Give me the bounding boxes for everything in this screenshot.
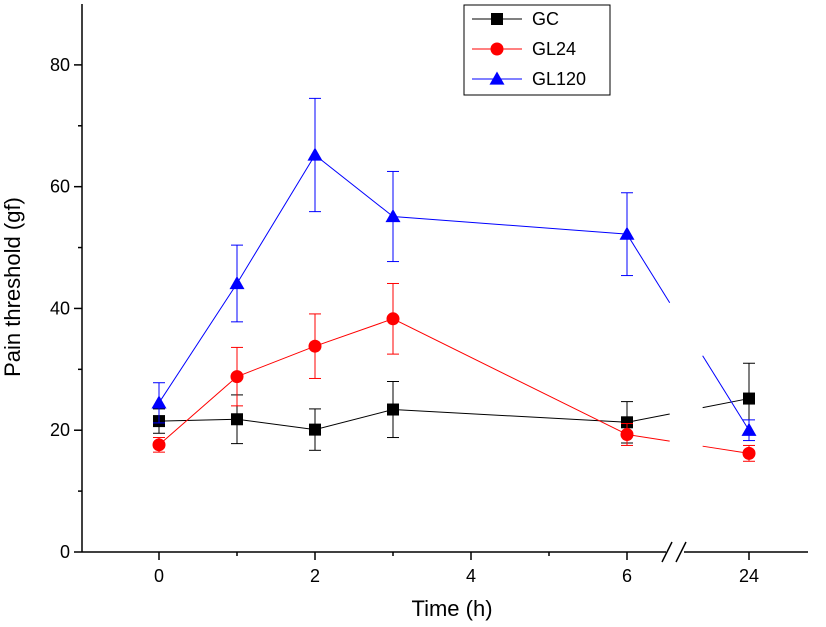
x-tick-label: 24	[739, 566, 759, 586]
data-point-gl120	[741, 422, 757, 436]
data-point-gl24	[620, 427, 634, 441]
y-axis-title: Pain threshold (gf)	[0, 197, 25, 377]
data-point-gl120	[151, 395, 167, 409]
data-point-gc	[231, 413, 243, 426]
data-point-gl120	[307, 147, 323, 161]
plot-area	[151, 97, 757, 462]
legend-label: GL120	[532, 69, 586, 89]
x-tick-label: 4	[466, 566, 476, 586]
legend-label: GC	[532, 9, 559, 29]
data-point-gl24	[742, 446, 756, 460]
x-axis-break-mark	[661, 541, 673, 563]
x-tick-label: 0	[154, 566, 164, 586]
legend-label: GL24	[532, 39, 576, 59]
data-point-gc	[309, 423, 321, 436]
y-tick-label: 0	[60, 542, 70, 562]
series-line-break-right	[702, 445, 750, 454]
x-tick-label: 2	[310, 566, 320, 586]
legend: GC GL24 GL120	[463, 4, 611, 96]
y-tick-label: 20	[50, 420, 70, 440]
data-point-gl24	[386, 312, 400, 326]
legend-box	[463, 4, 611, 96]
data-point-gl24	[230, 370, 244, 384]
data-point-gc	[387, 403, 399, 416]
data-point-gl24	[152, 438, 166, 452]
legend-marker-gl24	[490, 42, 504, 56]
y-tick-label: 40	[50, 298, 70, 318]
series-line-break-left	[626, 233, 671, 304]
series-gl24	[152, 282, 756, 462]
data-point-gc	[621, 416, 633, 429]
series-line-break-right	[702, 355, 750, 431]
data-point-gc	[743, 392, 755, 405]
x-axis-title: Time (h)	[411, 596, 492, 621]
data-point-gl120	[385, 209, 401, 223]
series-line-break-right	[702, 398, 750, 409]
data-point-gl120	[619, 226, 635, 240]
data-point-gl24	[308, 339, 322, 353]
series-line-break-left	[626, 413, 670, 423]
series-gl120	[151, 97, 757, 442]
x-axis-break-mark	[675, 541, 687, 563]
y-tick-label: 80	[50, 55, 70, 75]
legend-marker-gc	[491, 13, 503, 25]
data-point-gl120	[229, 275, 245, 290]
legend-marker-gl120	[489, 71, 505, 85]
x-tick-label: 6	[622, 566, 632, 586]
series-line-break-left	[626, 433, 670, 442]
y-tick-label: 60	[50, 177, 70, 197]
series-gc	[153, 362, 755, 451]
